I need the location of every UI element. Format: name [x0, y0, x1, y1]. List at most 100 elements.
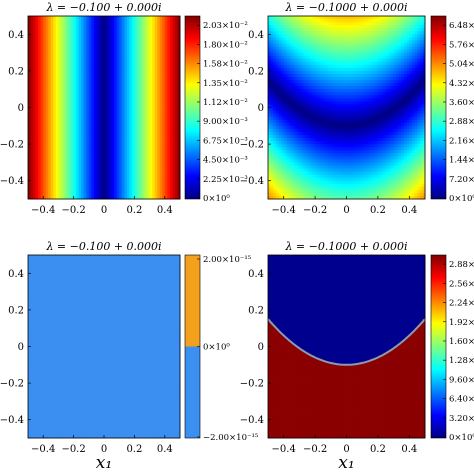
heatmap-cell: [78, 70, 82, 75]
heatmap-cell: [48, 37, 52, 41]
heatmap-cell: [275, 159, 279, 163]
heatmap-cell: [91, 141, 95, 145]
heatmap-cell: [98, 70, 102, 75]
heatmap-cell: [134, 73, 138, 78]
heatmap-cell: [63, 174, 67, 179]
heatmap-cell: [81, 119, 85, 124]
heatmap-cell: [283, 16, 287, 20]
heatmap-cell: [111, 19, 115, 23]
heatmap-cell: [111, 67, 115, 72]
heatmap-cell: [154, 77, 158, 81]
heatmap-cell: [294, 131, 298, 136]
heatmap-cell: [86, 113, 90, 118]
heatmap-cell: [320, 119, 324, 124]
heatmap-cell: [320, 64, 324, 69]
heatmap-cell: [159, 168, 163, 172]
heatmap-cell: [291, 125, 295, 130]
heatmap-cell: [273, 95, 277, 99]
heatmap-cell: [81, 141, 85, 145]
heatmap-cell: [55, 104, 59, 108]
heatmap-cell: [320, 177, 324, 182]
heatmap-cell: [55, 159, 59, 163]
heatmap-cell: [111, 16, 115, 20]
heatmap-cell: [174, 80, 178, 84]
heatmap-cell: [278, 119, 282, 124]
heatmap-cell: [73, 77, 77, 81]
heatmap-cell: [288, 58, 292, 63]
heatmap-cell: [28, 77, 31, 81]
heatmap-cell: [83, 156, 87, 160]
heatmap-cell: [111, 73, 115, 78]
heatmap-cell: [116, 138, 120, 142]
heatmap-cell: [307, 43, 311, 47]
heatmap-cell: [66, 98, 69, 102]
heatmap-cell: [278, 31, 282, 35]
heatmap-cell: [129, 150, 133, 154]
heatmap-cell: [147, 186, 150, 191]
heatmap-cell: [104, 189, 107, 194]
heatmap-cell: [50, 19, 54, 23]
heatmap-cell: [312, 16, 316, 20]
heatmap-cell: [270, 110, 274, 114]
heatmap-cell: [55, 119, 59, 124]
heatmap-cell: [124, 40, 128, 44]
heatmap-cell: [124, 119, 128, 124]
heatmap-cell: [73, 43, 77, 47]
heatmap-cell: [317, 168, 321, 172]
heatmap-cell: [28, 192, 31, 197]
heatmap-cell: [96, 49, 100, 53]
heatmap-cell: [147, 174, 150, 179]
heatmap-cell: [152, 156, 156, 160]
heatmap-cell: [322, 110, 326, 114]
heatmap-cell: [172, 28, 176, 32]
heatmap-cell: [174, 86, 178, 90]
heatmap-cell: [50, 141, 54, 145]
heatmap-cell: [286, 86, 290, 90]
heatmap-cell: [177, 107, 181, 111]
heatmap-cell: [139, 83, 143, 87]
heatmap-cell: [76, 180, 80, 185]
heatmap-cell: [28, 180, 31, 185]
heatmap-cell: [73, 131, 77, 136]
heatmap-cell: [302, 147, 306, 151]
heatmap-cell: [174, 131, 178, 136]
heatmap-cell: [275, 171, 279, 175]
heatmap-cell: [129, 80, 133, 84]
heatmap-cell: [96, 156, 100, 160]
heatmap-cell: [50, 40, 54, 44]
heatmap-cell: [281, 49, 285, 53]
heatmap-cell: [63, 110, 67, 114]
heatmap-cell: [53, 22, 57, 26]
heatmap-cell: [124, 64, 128, 69]
heatmap-cell: [149, 192, 153, 197]
heatmap-cell: [273, 83, 277, 87]
heatmap-cell: [268, 144, 272, 148]
heatmap-cell: [136, 46, 140, 50]
heatmap-cell: [63, 25, 67, 29]
heatmap-cell: [281, 177, 285, 182]
heatmap-cell: [281, 131, 285, 136]
heatmap-cell: [68, 162, 72, 166]
heatmap-cell: [177, 141, 181, 145]
heatmap-cell: [55, 22, 59, 26]
heatmap-cell: [315, 110, 319, 114]
heatmap-cell: [83, 116, 87, 121]
heatmap-cell: [93, 95, 97, 99]
heatmap-cell: [30, 37, 34, 41]
heatmap-cell: [109, 31, 112, 35]
heatmap-cell: [291, 34, 295, 38]
heatmap-cell: [81, 138, 85, 142]
heatmap-cell: [114, 189, 118, 194]
heatmap-cell: [58, 107, 62, 111]
heatmap-cell: [93, 16, 97, 20]
heatmap-cell: [320, 98, 324, 102]
heatmap-cell: [55, 156, 59, 160]
heatmap-cell: [50, 131, 54, 136]
heatmap-cell: [111, 153, 115, 157]
heatmap-cell: [136, 128, 140, 133]
heatmap-cell: [144, 37, 148, 41]
heatmap-cell: [164, 174, 168, 179]
heatmap-cell: [35, 52, 39, 57]
heatmap-cell: [81, 128, 85, 133]
heatmap-cell: [283, 55, 287, 60]
